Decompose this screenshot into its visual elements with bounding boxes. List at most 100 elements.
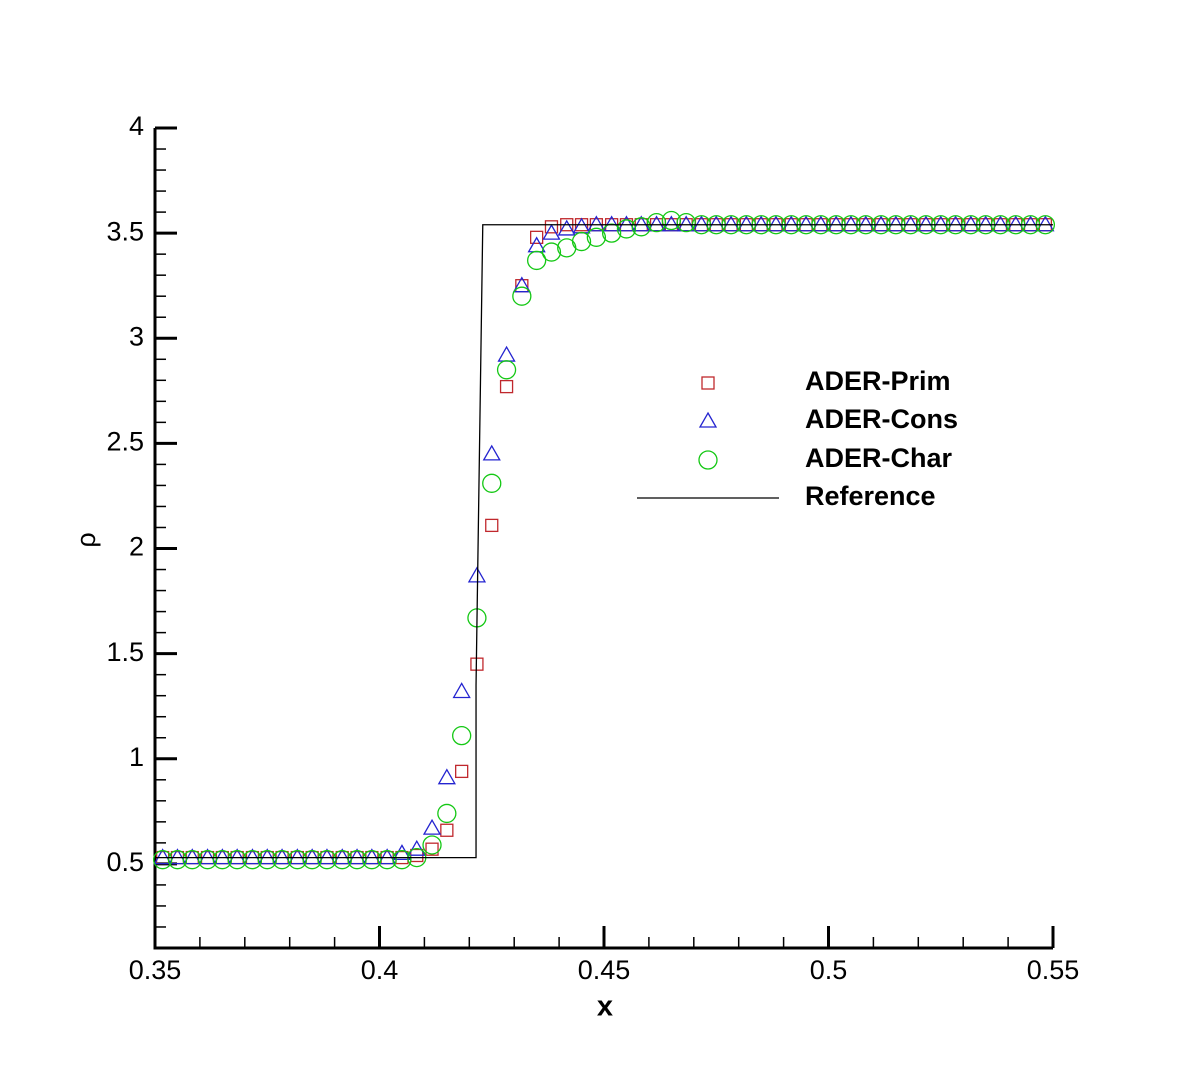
point [512,276,531,293]
point [482,444,501,461]
point [333,848,352,865]
point [302,850,322,870]
point [841,215,861,232]
y-tick-label: 2 [129,532,144,562]
point [362,850,382,870]
point [542,223,561,240]
point [901,215,920,232]
x-tick-label: 0.5 [810,955,848,985]
point [766,215,786,232]
point [243,848,262,865]
legend-label: ADER-Char [805,443,953,473]
legend-marker [698,450,718,470]
point [198,848,217,865]
point [752,215,771,232]
point [871,215,891,232]
point [452,725,472,746]
point [347,848,367,865]
point [437,803,457,824]
point [407,839,426,856]
x-tick-label: 0.45 [578,955,631,985]
point [557,219,576,236]
point [422,835,442,855]
point [707,215,726,232]
point [662,215,681,232]
point [228,848,247,865]
point [168,848,187,865]
y-tick-label: 2.5 [106,427,144,457]
point [587,215,606,232]
point [796,215,816,232]
point [378,848,397,865]
point [183,848,202,865]
point [991,215,1010,232]
point [886,215,905,232]
point [632,215,651,232]
point [827,215,846,232]
y-tick-label: 3 [129,321,144,351]
point [152,850,173,870]
point [692,215,711,232]
point [1036,215,1055,232]
x-tick-label: 0.55 [1027,955,1080,985]
point [242,850,263,870]
point [425,842,439,856]
point [167,850,188,870]
legend-marker [701,376,715,390]
point [530,230,544,244]
point [782,215,801,232]
point [182,850,202,870]
y-tick-label: 0.5 [106,847,144,877]
y-tick-label: 1 [129,742,144,772]
point [392,844,412,861]
y-tick-label: 1.5 [106,637,144,667]
point [602,215,621,232]
point [571,231,592,252]
point [499,379,514,394]
point [317,848,337,865]
legend-marker [698,411,718,428]
point [288,848,307,865]
point [1006,215,1025,232]
point [287,850,307,870]
point [646,212,667,233]
point [541,242,562,262]
y-axis-label: ρ [71,532,101,547]
point [931,215,950,232]
point [856,215,875,232]
point [647,215,666,232]
x-tick-label: 0.4 [361,955,399,985]
point [961,215,980,232]
point [631,217,651,237]
point [721,215,741,232]
legend-label: Reference [805,481,936,511]
point [347,850,367,870]
point [440,823,454,837]
point [485,518,499,533]
point [661,210,681,231]
point [212,850,233,870]
point [512,286,532,306]
point [422,818,442,835]
x-axis-label: x [597,991,613,1023]
legend-label: ADER-Prim [805,366,951,396]
point [811,215,830,232]
point [213,848,232,865]
point [1021,215,1040,232]
point [303,848,322,865]
point [455,764,469,779]
x-tick-label: 0.35 [129,955,182,985]
point [257,850,277,870]
point [737,215,756,232]
point [317,850,337,870]
point [258,848,277,865]
point [227,850,247,870]
point [377,850,397,870]
point [482,473,502,493]
point [976,215,995,232]
point [197,850,218,870]
point [153,848,172,865]
point [616,219,637,239]
